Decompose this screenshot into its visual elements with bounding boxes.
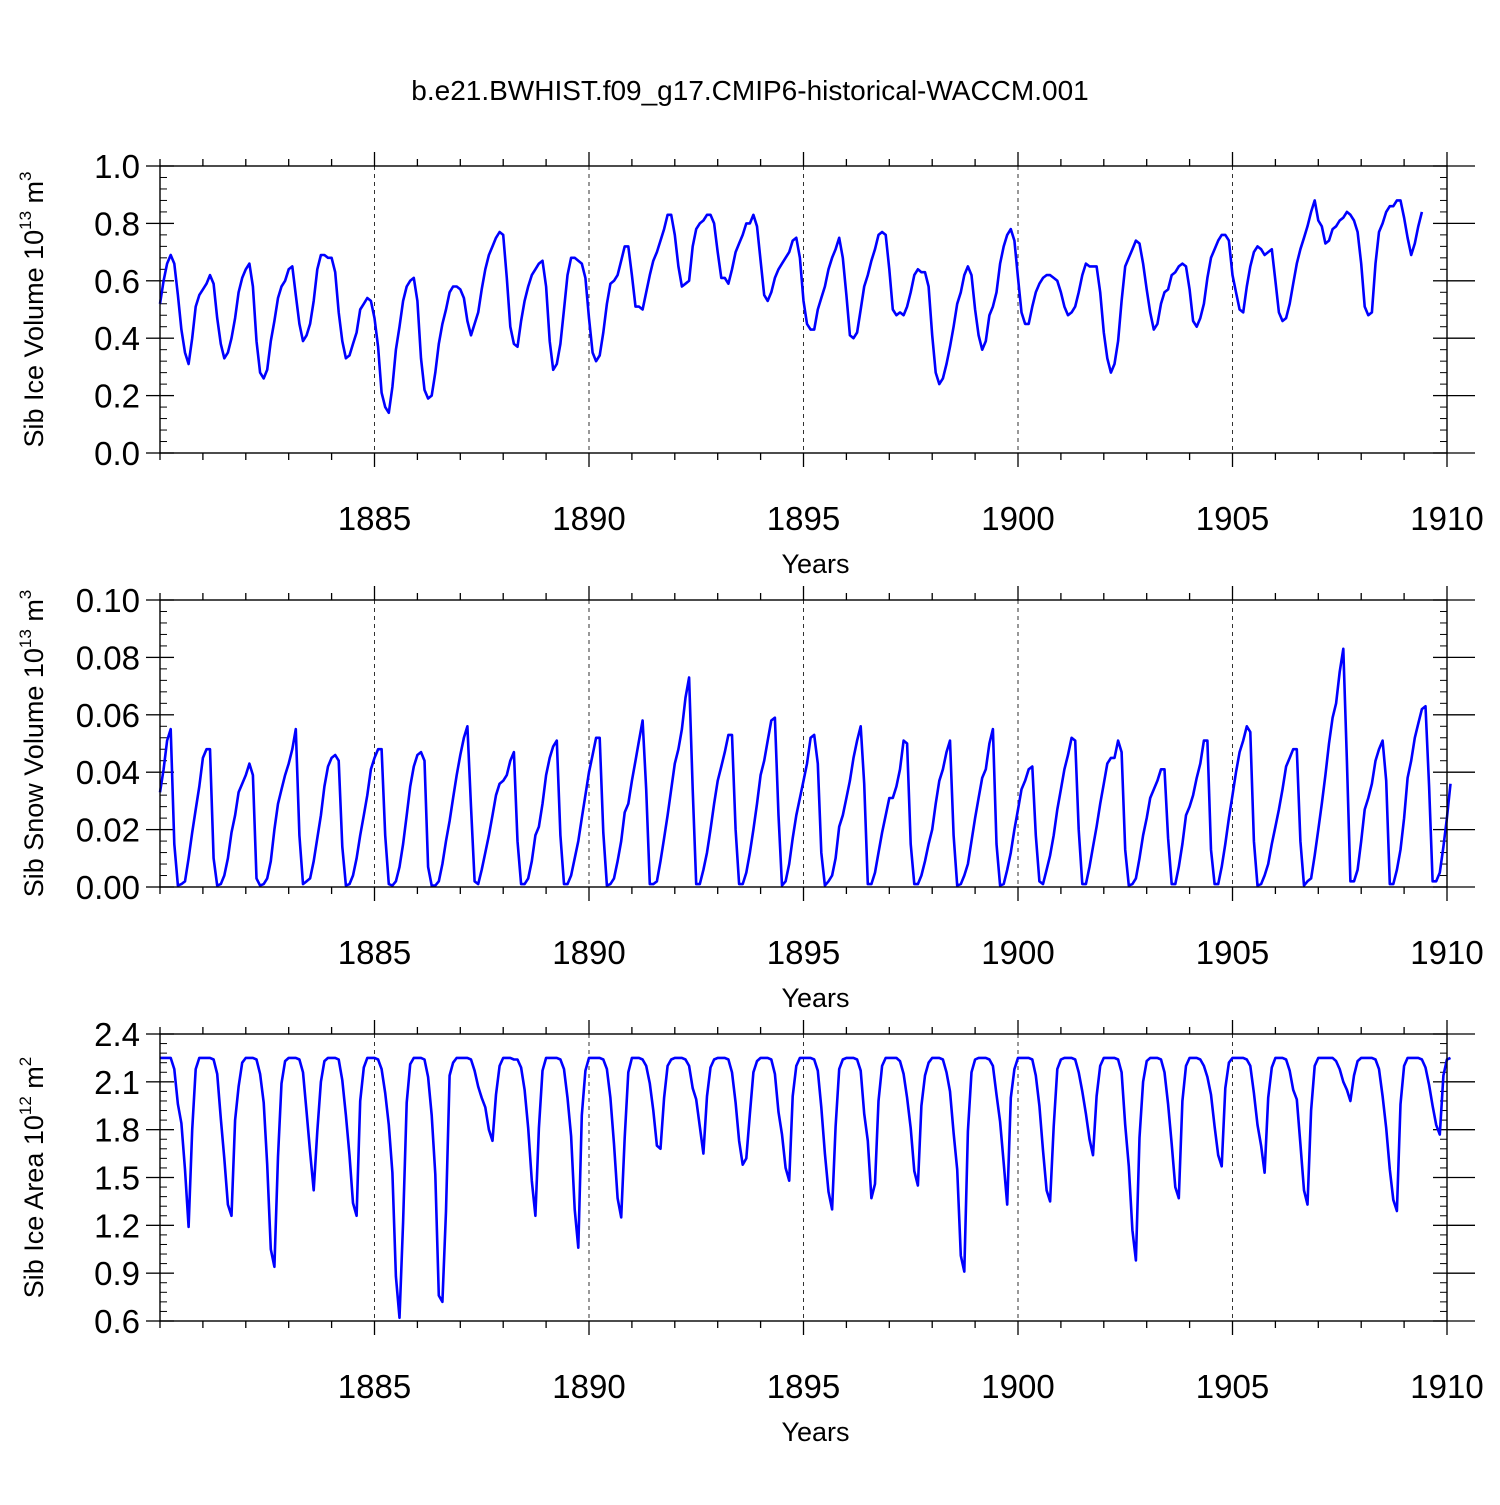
x-tick-label: 1890	[552, 500, 625, 537]
chart-panel-1: 0.0 0.2 0.4 0.6 0.8 1.0 1885 1890 1895 1900 1905 19…	[16, 148, 1484, 579]
x-tick-label: 1905	[1196, 934, 1269, 971]
x-tick-label: 1905	[1196, 1368, 1269, 1405]
plot-frame	[159, 599, 1448, 888]
y-tick-label: 0.10	[76, 582, 140, 619]
y-tick-label: 1.2	[94, 1207, 140, 1244]
x-axis-title: Years	[781, 549, 849, 579]
x-tick-label: 1910	[1410, 1368, 1483, 1405]
y-axis-title: Sib Snow Volume 1013 m3	[16, 590, 49, 898]
x-tick-label: 1885	[338, 934, 411, 971]
x-tick-label: 1900	[981, 1368, 1054, 1405]
y-tick-label: 0.02	[76, 812, 140, 849]
x-tick-label: 1890	[552, 1368, 625, 1405]
chart-panel-2: 0.00 0.02 0.04 0.06 0.08 0.10 1885 1890 1895 1900…	[16, 582, 1484, 1013]
x-tick-label: 1890	[552, 934, 625, 971]
x-tick-label: 1910	[1410, 934, 1483, 971]
x-tick-label: 1900	[981, 934, 1054, 971]
x-tick-label: 1885	[338, 1368, 411, 1405]
y-tick-label: 0.4	[94, 320, 140, 357]
plot-frame	[159, 165, 1448, 454]
x-tick-label: 1885	[338, 500, 411, 537]
y-tick-label: 0.9	[94, 1255, 140, 1292]
figure-title: b.e21.BWHIST.f09_g17.CMIP6-historical-WA…	[411, 75, 1088, 106]
x-tick-label: 1895	[767, 934, 840, 971]
y-tick-label: 0.2	[94, 378, 140, 415]
series-line	[158, 647, 1452, 887]
x-tick-label: 1905	[1196, 500, 1269, 537]
series-line	[160, 1056, 1452, 1320]
y-axis-title: Sib Ice Area 1012 m2	[16, 1057, 49, 1299]
y-tick-label: 2.1	[94, 1064, 140, 1101]
y-tick-label: 0.04	[76, 754, 140, 791]
y-tick-label: 1.5	[94, 1160, 140, 1197]
y-tick-label: 1.0	[94, 148, 140, 185]
x-tick-label: 1900	[981, 500, 1054, 537]
y-axis-title: Sib Ice Volume 1013 m3	[16, 171, 49, 447]
x-axis-title: Years	[781, 1417, 849, 1447]
y-tick-label: 0.06	[76, 697, 140, 734]
x-axis-title: Years	[781, 983, 849, 1013]
x-tick-label: 1895	[767, 1368, 840, 1405]
y-tick-label: 0.08	[76, 639, 140, 676]
y-tick-label: 0.0	[94, 435, 140, 472]
y-tick-label: 0.6	[94, 263, 140, 300]
y-tick-label: 1.8	[94, 1112, 140, 1149]
y-tick-label: 0.00	[76, 869, 140, 906]
y-tick-label: 0.6	[94, 1303, 140, 1340]
series-line	[158, 199, 1424, 415]
plot-frame	[159, 1033, 1448, 1322]
y-tick-label: 0.8	[94, 205, 140, 242]
x-tick-label: 1910	[1410, 500, 1483, 537]
chart-panel-3: 0.6 0.9 1.2 1.5 1.8 2.1 2.4 1885 1890 1895 1900 190…	[16, 1016, 1484, 1447]
y-tick-label: 2.4	[94, 1016, 140, 1053]
x-tick-label: 1895	[767, 500, 840, 537]
